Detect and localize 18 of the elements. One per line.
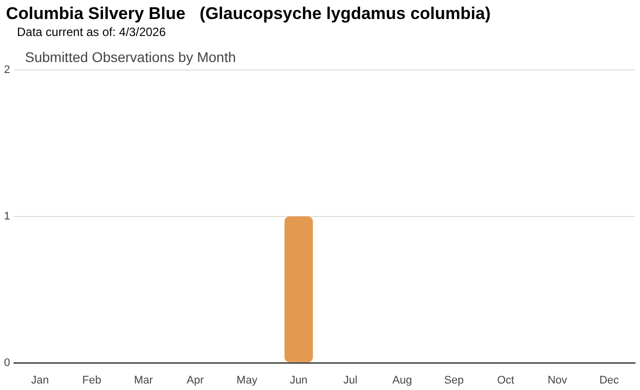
x-tick-label: Jun: [290, 374, 308, 386]
x-tick-label: Jan: [31, 374, 49, 386]
chart-subtitle: Data current as of: 4/3/2026: [17, 25, 166, 39]
x-tick-label: Oct: [497, 374, 514, 386]
text: Submitted Observations by Month: [25, 49, 236, 65]
x-tick-label: Jul: [343, 374, 358, 386]
x-tick-label: May: [236, 374, 258, 386]
x-tick-label: Dec: [599, 374, 620, 386]
y-tick-label: 0: [4, 356, 10, 369]
x-tick-label: Aug: [392, 374, 412, 386]
x-tick-label: Nov: [548, 374, 568, 386]
y-tick-label: 1: [4, 210, 10, 222]
x-tick-label: Mar: [134, 374, 154, 386]
chart-title: Columbia Silvery Blue (Glaucopsyche lygdamus columbia): [6, 4, 491, 24]
x-tick-label: Apr: [186, 374, 204, 386]
x-tick-label: Sep: [444, 374, 464, 386]
y-tick-label: 2: [4, 64, 10, 76]
x-tick-label: Feb: [82, 374, 102, 386]
